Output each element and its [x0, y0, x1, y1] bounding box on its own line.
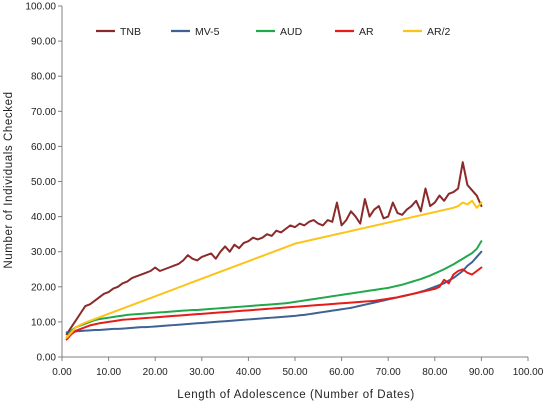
x-tick-label: 10.00 — [96, 367, 121, 378]
series-line-ar-2 — [65, 199, 483, 339]
y-axis-title: Number of Individuals Checked — [3, 91, 15, 268]
x-tick-label: 0.00 — [52, 367, 72, 378]
ticks-layer: 0.00 10.00 20.00 30.00 40.00 50.00 60.00 70.00 8… — [25, 2, 543, 379]
x-tick-label: 100.00 — [513, 367, 544, 378]
x-tick-label: 80.00 — [422, 367, 447, 378]
series-line-ar — [65, 266, 483, 341]
x-tick-label: 60.00 — [329, 367, 354, 378]
x-tick-label: 70.00 — [376, 367, 401, 378]
y-tick-label: 60.00 — [31, 142, 56, 153]
legend-label-ar-2: AR/2 — [427, 26, 451, 38]
y-tick-label: 0.00 — [37, 353, 57, 364]
legend-label-mv-5: MV-5 — [195, 26, 220, 38]
legend-label-aud: AUD — [280, 26, 303, 38]
series-line-tnb — [65, 161, 483, 336]
axes-layer — [61, 6, 528, 358]
y-tick-label: 20.00 — [31, 282, 56, 293]
legend-label-tnb: TNB — [120, 26, 141, 38]
x-tick-label: 90.00 — [469, 367, 494, 378]
y-tick-label: 30.00 — [31, 247, 56, 258]
x-axis-title: Length of Adolescence (Number of Dates) — [177, 389, 415, 401]
y-tick-label: 70.00 — [31, 107, 56, 118]
series-layer — [65, 161, 483, 341]
x-tick-label: 40.00 — [236, 367, 261, 378]
legend-label-ar: AR — [359, 26, 374, 38]
y-tick-label: 10.00 — [31, 317, 56, 328]
y-tick-label: 90.00 — [31, 37, 56, 48]
legend: TNB MV-5 AUD AR AR/2 — [96, 26, 451, 38]
y-tick-label: 100.00 — [25, 2, 56, 13]
y-tick-label: 40.00 — [31, 212, 56, 223]
x-tick-label: 50.00 — [282, 367, 307, 378]
series-line-aud — [65, 240, 483, 339]
y-tick-label: 80.00 — [31, 72, 56, 83]
x-tick-label: 30.00 — [189, 367, 214, 378]
y-tick-label: 50.00 — [31, 177, 56, 188]
x-tick-label: 20.00 — [143, 367, 168, 378]
